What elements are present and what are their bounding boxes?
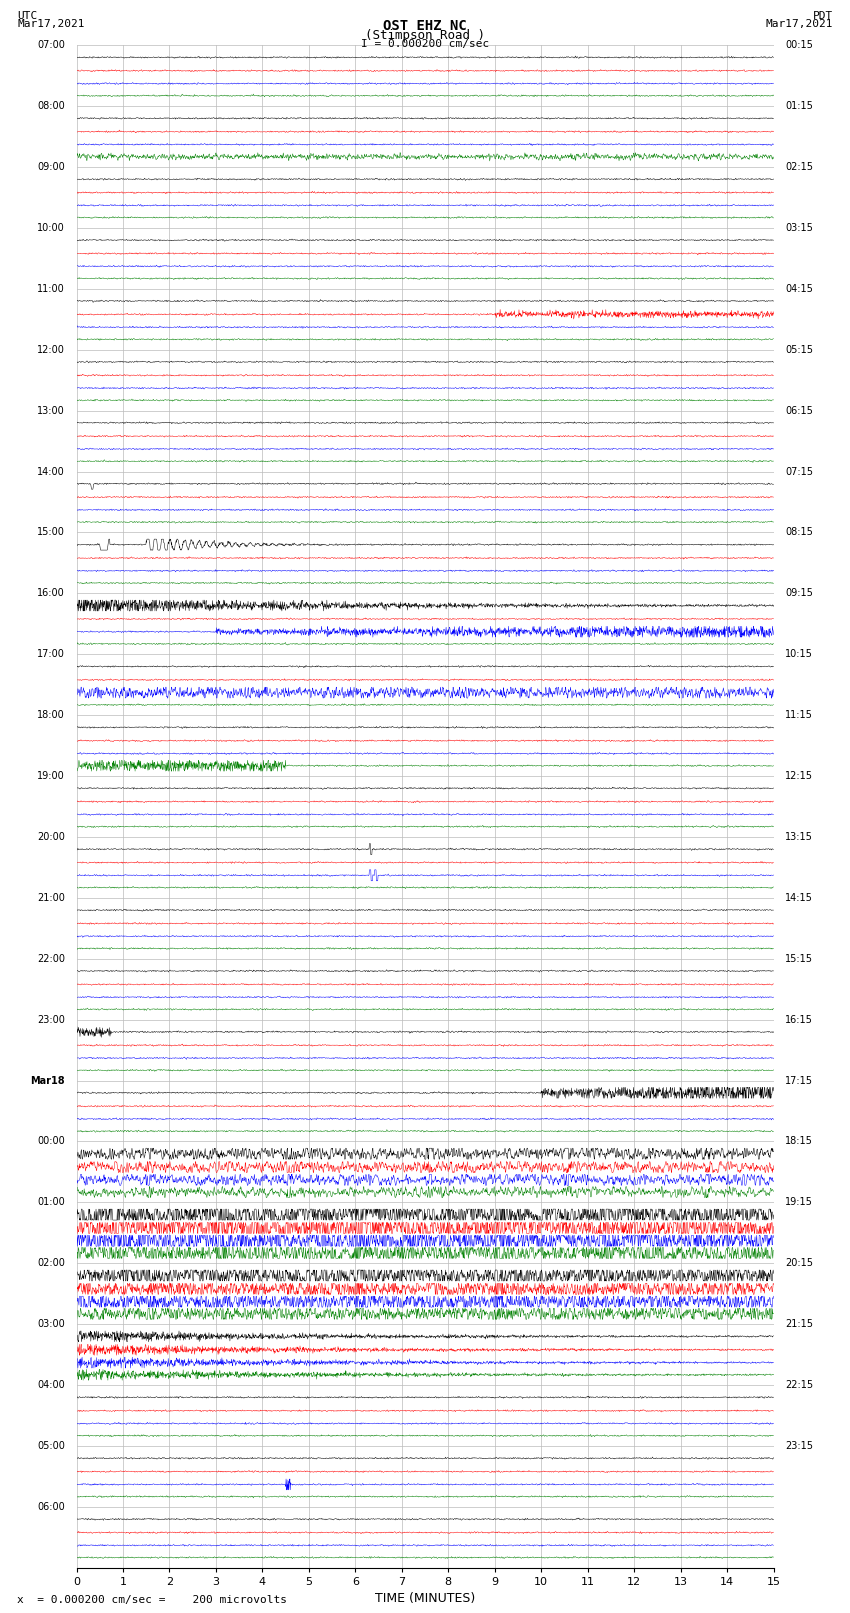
Text: 01:15: 01:15: [785, 102, 813, 111]
Text: 22:00: 22:00: [37, 953, 65, 963]
Text: 23:00: 23:00: [37, 1015, 65, 1024]
Text: 23:15: 23:15: [785, 1440, 813, 1452]
Text: 11:00: 11:00: [37, 284, 65, 294]
Text: UTC: UTC: [17, 11, 37, 21]
Text: I = 0.000200 cm/sec: I = 0.000200 cm/sec: [361, 39, 489, 48]
Text: Mar18: Mar18: [31, 1076, 65, 1086]
Text: 18:15: 18:15: [785, 1137, 813, 1147]
Text: 09:00: 09:00: [37, 161, 65, 173]
Text: 20:15: 20:15: [785, 1258, 813, 1268]
Text: 19:00: 19:00: [37, 771, 65, 781]
Text: 15:00: 15:00: [37, 527, 65, 537]
Text: 15:15: 15:15: [785, 953, 813, 963]
Text: 06:00: 06:00: [37, 1502, 65, 1511]
Text: 05:15: 05:15: [785, 345, 813, 355]
Text: 00:00: 00:00: [37, 1137, 65, 1147]
Text: 07:00: 07:00: [37, 40, 65, 50]
Text: 20:00: 20:00: [37, 832, 65, 842]
Text: 21:00: 21:00: [37, 894, 65, 903]
Text: 11:15: 11:15: [785, 710, 813, 719]
Text: 01:00: 01:00: [37, 1197, 65, 1208]
Text: 03:15: 03:15: [785, 223, 813, 232]
Text: 14:15: 14:15: [785, 894, 813, 903]
Text: 12:00: 12:00: [37, 345, 65, 355]
Text: 07:15: 07:15: [785, 466, 813, 476]
Text: 03:00: 03:00: [37, 1319, 65, 1329]
Text: 18:00: 18:00: [37, 710, 65, 719]
Text: 05:00: 05:00: [37, 1440, 65, 1452]
Text: Mar17,2021: Mar17,2021: [17, 19, 84, 29]
Text: 17:00: 17:00: [37, 650, 65, 660]
Text: 10:15: 10:15: [785, 650, 813, 660]
Text: 02:00: 02:00: [37, 1258, 65, 1268]
Text: 17:15: 17:15: [785, 1076, 813, 1086]
Text: 21:15: 21:15: [785, 1319, 813, 1329]
Text: x  = 0.000200 cm/sec =    200 microvolts: x = 0.000200 cm/sec = 200 microvolts: [17, 1595, 287, 1605]
X-axis label: TIME (MINUTES): TIME (MINUTES): [375, 1592, 475, 1605]
Text: 22:15: 22:15: [785, 1381, 813, 1390]
Text: 08:00: 08:00: [37, 102, 65, 111]
Text: 00:15: 00:15: [785, 40, 813, 50]
Text: 08:15: 08:15: [785, 527, 813, 537]
Text: 10:00: 10:00: [37, 223, 65, 232]
Text: 04:15: 04:15: [785, 284, 813, 294]
Text: PDT: PDT: [813, 11, 833, 21]
Text: 19:15: 19:15: [785, 1197, 813, 1208]
Text: 09:15: 09:15: [785, 589, 813, 598]
Text: 13:15: 13:15: [785, 832, 813, 842]
Text: (Stimpson Road ): (Stimpson Road ): [365, 29, 485, 42]
Text: 02:15: 02:15: [785, 161, 813, 173]
Text: 16:00: 16:00: [37, 589, 65, 598]
Text: 16:15: 16:15: [785, 1015, 813, 1024]
Text: 13:00: 13:00: [37, 405, 65, 416]
Text: 14:00: 14:00: [37, 466, 65, 476]
Text: 04:00: 04:00: [37, 1381, 65, 1390]
Text: 12:15: 12:15: [785, 771, 813, 781]
Text: 06:15: 06:15: [785, 405, 813, 416]
Text: OST EHZ NC: OST EHZ NC: [383, 19, 467, 34]
Text: Mar17,2021: Mar17,2021: [766, 19, 833, 29]
